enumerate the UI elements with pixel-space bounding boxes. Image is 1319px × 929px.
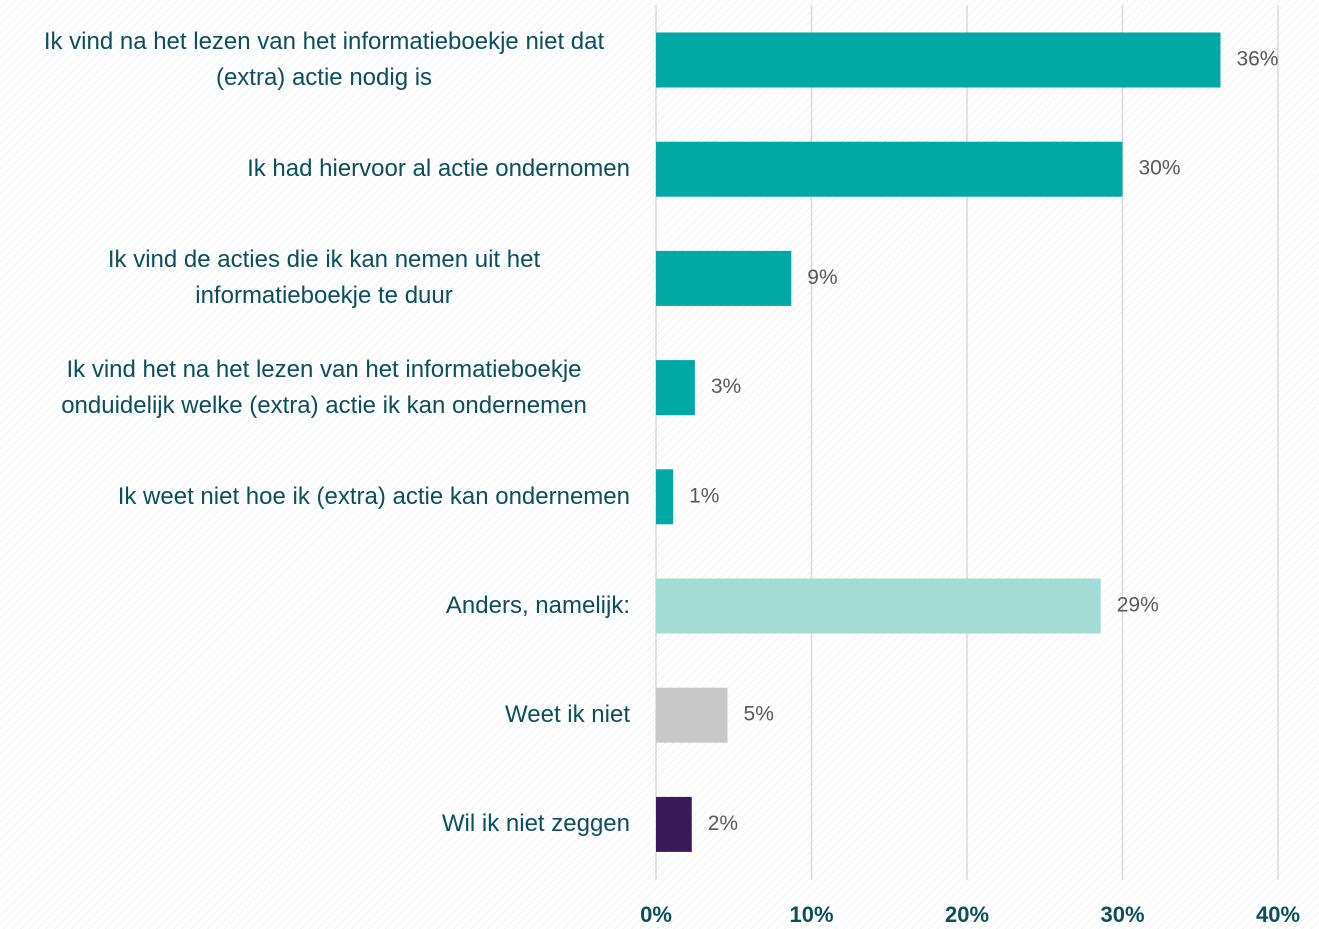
value-label: 36% (1236, 48, 1278, 71)
category-label: Ik vind na het lezen van het informatieb… (18, 6, 630, 114)
category-text: Wil ik niet zeggen (441, 810, 630, 838)
x-tick-label: 10% (789, 902, 833, 927)
category-text: Weet ik niet (505, 701, 630, 729)
value-label: 2% (708, 812, 738, 835)
bar (656, 578, 1101, 634)
value-label: 1% (689, 484, 719, 507)
category-label: Ik vind de acties die ik kan nemen uit h… (18, 224, 630, 332)
bar (656, 32, 1221, 88)
bar (656, 360, 695, 416)
x-tick-label: 20% (945, 902, 989, 927)
bar (656, 250, 792, 306)
x-tick-label: 0% (640, 902, 672, 927)
category-text: Ik vind de acties die ik kan nemen uit h… (107, 246, 541, 310)
category-text: Ik vind na het lezen van het informatieb… (43, 28, 605, 91)
bar (656, 469, 674, 525)
bar (656, 141, 1123, 197)
category-label: Ik vind het na het lezen van het informa… (18, 334, 630, 442)
value-label: 9% (807, 266, 837, 289)
x-tick-label: 40% (1256, 902, 1300, 927)
category-label: Ik weet niet hoe ik (extra) actie kan on… (18, 443, 630, 551)
category-label: Wil ik niet zeggen (18, 770, 630, 878)
category-text: Ik had hiervoor al actie ondernomen (247, 155, 630, 183)
value-label: 30% (1139, 157, 1181, 180)
category-text: Ik weet niet hoe ik (extra) actie kan on… (117, 482, 630, 510)
value-label: 3% (711, 375, 741, 398)
category-label: Anders, namelijk: (18, 552, 630, 660)
category-text: Ik vind het na het lezen van het informa… (61, 355, 587, 419)
bar (656, 687, 728, 743)
category-text: Anders, namelijk: (445, 592, 630, 619)
x-tick-label: 30% (1100, 902, 1144, 927)
bar (656, 796, 692, 852)
value-label: 5% (744, 703, 774, 726)
category-label: Ik had hiervoor al actie ondernomen (18, 115, 630, 223)
value-label: 29% (1117, 594, 1159, 617)
category-label: Weet ik niet (18, 661, 630, 769)
